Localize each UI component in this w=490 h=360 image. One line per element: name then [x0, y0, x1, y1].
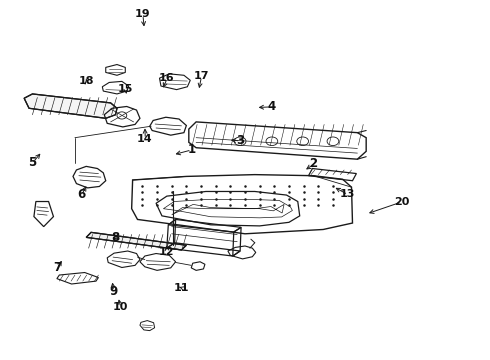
- Text: 3: 3: [236, 134, 244, 147]
- Polygon shape: [24, 94, 117, 118]
- Text: 8: 8: [111, 231, 120, 244]
- Polygon shape: [86, 232, 186, 250]
- Text: 17: 17: [193, 71, 209, 81]
- Text: 4: 4: [268, 100, 276, 113]
- Text: 12: 12: [159, 247, 174, 257]
- Text: 6: 6: [77, 188, 85, 201]
- Text: 20: 20: [393, 197, 409, 207]
- Text: 7: 7: [53, 261, 61, 274]
- Text: 18: 18: [78, 76, 94, 86]
- Text: 5: 5: [28, 156, 37, 168]
- Text: 13: 13: [340, 189, 355, 199]
- Text: 2: 2: [309, 157, 318, 170]
- Text: 19: 19: [135, 9, 150, 19]
- Text: 11: 11: [174, 283, 189, 293]
- Text: 16: 16: [159, 73, 174, 83]
- Text: 15: 15: [118, 84, 133, 94]
- Text: 1: 1: [187, 143, 196, 156]
- Text: 10: 10: [113, 302, 128, 312]
- Text: 14: 14: [137, 134, 153, 144]
- Text: 9: 9: [109, 285, 117, 298]
